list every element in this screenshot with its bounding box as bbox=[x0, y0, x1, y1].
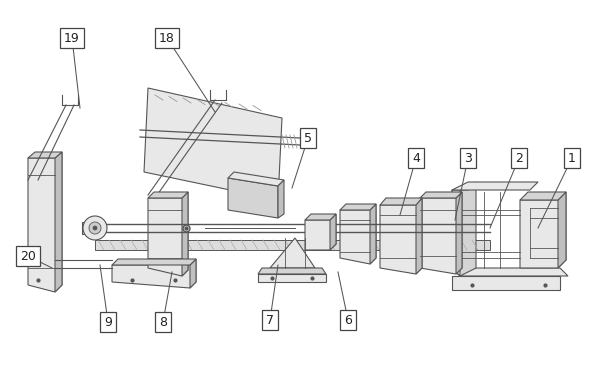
Polygon shape bbox=[452, 268, 568, 276]
Text: 1: 1 bbox=[568, 151, 576, 165]
Text: 5: 5 bbox=[304, 132, 312, 144]
Bar bbox=[95, 240, 490, 250]
Polygon shape bbox=[452, 182, 476, 276]
Polygon shape bbox=[144, 88, 282, 200]
Polygon shape bbox=[370, 204, 376, 264]
Polygon shape bbox=[452, 190, 460, 276]
Polygon shape bbox=[420, 192, 462, 198]
Polygon shape bbox=[278, 180, 284, 218]
Circle shape bbox=[89, 222, 101, 234]
Polygon shape bbox=[28, 152, 62, 158]
Polygon shape bbox=[340, 204, 376, 210]
Polygon shape bbox=[305, 214, 336, 250]
Text: 2: 2 bbox=[515, 151, 523, 165]
Polygon shape bbox=[420, 192, 462, 274]
Polygon shape bbox=[112, 259, 196, 288]
Polygon shape bbox=[148, 192, 188, 198]
Polygon shape bbox=[258, 268, 326, 274]
Text: 20: 20 bbox=[20, 249, 36, 263]
Text: 3: 3 bbox=[464, 151, 472, 165]
Polygon shape bbox=[182, 192, 188, 276]
Polygon shape bbox=[112, 259, 196, 265]
Polygon shape bbox=[228, 178, 278, 218]
Polygon shape bbox=[340, 204, 376, 264]
Polygon shape bbox=[228, 172, 284, 186]
Text: 7: 7 bbox=[266, 313, 274, 327]
Polygon shape bbox=[558, 192, 566, 268]
Text: 18: 18 bbox=[159, 31, 175, 45]
Polygon shape bbox=[258, 274, 326, 282]
Circle shape bbox=[93, 226, 97, 230]
Text: 19: 19 bbox=[64, 31, 80, 45]
Text: 8: 8 bbox=[159, 316, 167, 328]
Polygon shape bbox=[28, 152, 62, 292]
Polygon shape bbox=[148, 192, 188, 276]
Polygon shape bbox=[520, 192, 566, 200]
Polygon shape bbox=[330, 214, 336, 250]
Polygon shape bbox=[416, 198, 422, 274]
Polygon shape bbox=[190, 259, 196, 288]
Polygon shape bbox=[270, 238, 315, 268]
Bar bbox=[82, 222, 96, 234]
Polygon shape bbox=[452, 182, 538, 190]
Polygon shape bbox=[380, 198, 422, 205]
Polygon shape bbox=[456, 192, 462, 274]
Polygon shape bbox=[55, 152, 62, 292]
Polygon shape bbox=[452, 276, 560, 290]
Text: 4: 4 bbox=[412, 151, 420, 165]
Text: 6: 6 bbox=[344, 313, 352, 327]
Polygon shape bbox=[305, 214, 336, 220]
Polygon shape bbox=[520, 192, 566, 268]
Text: 9: 9 bbox=[104, 316, 112, 328]
Polygon shape bbox=[380, 198, 422, 274]
Circle shape bbox=[83, 216, 107, 240]
